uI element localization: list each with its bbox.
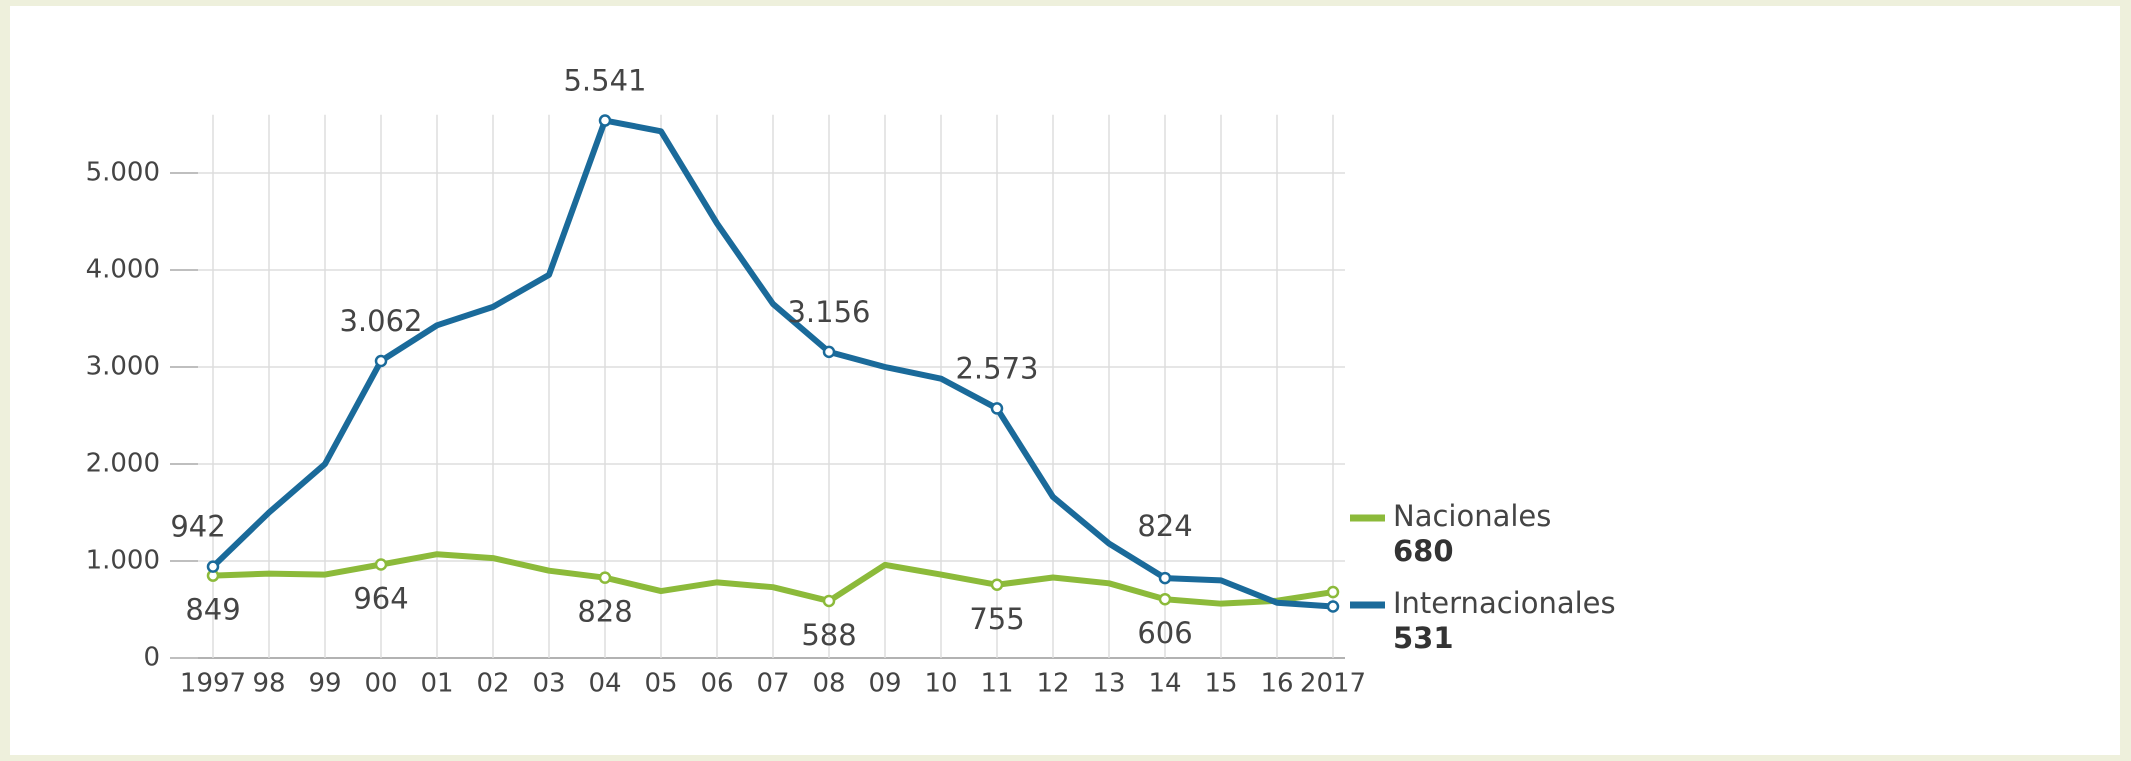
x-tick-label: 09 xyxy=(868,669,901,699)
y-tick-label: 3.000 xyxy=(86,352,160,382)
legend-label: Nacionales xyxy=(1393,499,1551,533)
y-tick-label: 5.000 xyxy=(86,158,160,188)
marker xyxy=(822,594,836,608)
x-tick-label: 08 xyxy=(812,669,845,699)
x-tick-label: 15 xyxy=(1204,669,1237,699)
x-tick-label: 07 xyxy=(756,669,789,699)
data-label: 828 xyxy=(577,595,632,629)
data-label: 824 xyxy=(1137,509,1192,543)
x-tick-label: 10 xyxy=(924,669,957,699)
marker xyxy=(598,571,612,584)
x-tick-label: 1997 xyxy=(180,669,246,699)
x-tick-label: 02 xyxy=(476,669,509,699)
card xyxy=(10,6,2120,755)
x-tick-label: 2017 xyxy=(1300,669,1366,699)
legend-value: 680 xyxy=(1393,534,1454,568)
line xyxy=(212,551,1334,607)
x-tick-label: 06 xyxy=(700,669,733,699)
marker xyxy=(822,345,836,359)
marker xyxy=(1326,600,1340,613)
data-label: 2.573 xyxy=(955,351,1038,385)
data-label: 5.541 xyxy=(563,64,646,98)
data-label: 3.156 xyxy=(787,295,870,329)
y-tick-label: 0 xyxy=(143,643,160,673)
line xyxy=(210,117,1334,610)
marker xyxy=(1158,571,1172,585)
x-tick-label: 12 xyxy=(1036,669,1069,699)
y-tick-label: 1.000 xyxy=(86,546,160,576)
x-tick-label: 03 xyxy=(532,669,565,699)
legend-label: Internacionales xyxy=(1393,586,1616,620)
x-tick-label: 04 xyxy=(588,669,621,699)
data-label: 849 xyxy=(185,593,240,627)
x-tick-label: 16 xyxy=(1260,669,1293,699)
x-tick-label: 00 xyxy=(364,669,397,699)
marker xyxy=(990,578,1004,592)
marker xyxy=(206,560,220,573)
y-tick-label: 4.000 xyxy=(86,255,160,285)
x-tick-label: 14 xyxy=(1148,669,1181,699)
x-tick-label: 98 xyxy=(252,669,285,699)
x-tick-label: 99 xyxy=(308,669,341,699)
x-tick-label: 01 xyxy=(420,669,453,699)
legend-value: 531 xyxy=(1393,621,1454,655)
marker xyxy=(598,114,612,127)
x-tick-label: 13 xyxy=(1092,669,1125,699)
x-tick-label: 05 xyxy=(644,669,677,699)
marker xyxy=(374,354,388,368)
y-tick-label: 2.000 xyxy=(86,449,160,479)
data-label: 964 xyxy=(353,581,408,615)
x-tick-label: 11 xyxy=(980,669,1013,699)
data-label: 3.062 xyxy=(339,304,422,338)
data-label: 755 xyxy=(969,602,1024,636)
marker xyxy=(1326,585,1340,599)
data-label: 588 xyxy=(801,618,856,652)
marker xyxy=(990,402,1004,415)
data-label: 942 xyxy=(170,510,225,544)
marker xyxy=(1158,592,1172,606)
marker xyxy=(374,558,388,571)
data-label: 606 xyxy=(1137,616,1192,650)
